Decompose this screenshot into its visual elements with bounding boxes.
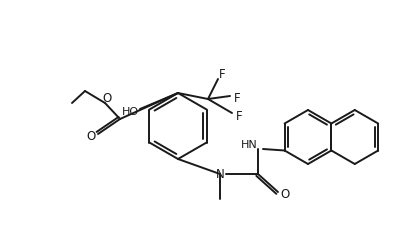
Text: HN: HN [240, 140, 257, 149]
Text: F: F [218, 67, 225, 80]
Text: F: F [233, 92, 240, 105]
Text: N: N [215, 168, 224, 181]
Text: O: O [102, 91, 111, 104]
Text: F: F [235, 109, 242, 122]
Text: O: O [86, 130, 95, 143]
Text: HO: HO [121, 106, 138, 117]
Text: O: O [279, 188, 289, 201]
